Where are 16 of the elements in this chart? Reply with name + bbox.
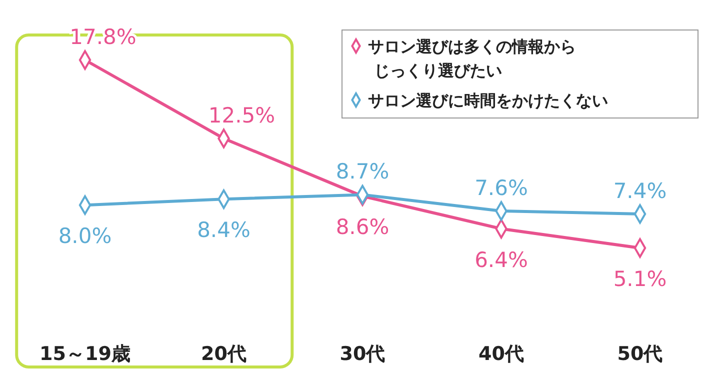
x-tick-label: 20代	[201, 343, 246, 365]
data-label: 6.4%	[474, 248, 528, 272]
x-tick-label: 30代	[340, 343, 386, 365]
x-tick-label: 40代	[478, 343, 524, 365]
legend-label: サロン選びは多くの情報からじっくり選びたい	[368, 37, 576, 80]
data-label: 8.4%	[197, 218, 250, 242]
data-label: 8.0%	[58, 224, 112, 248]
data-label: 8.6%	[336, 215, 390, 240]
data-label: 8.7%	[336, 160, 390, 184]
data-label: 5.1%	[613, 267, 667, 291]
data-label: 12.5%	[208, 103, 276, 128]
x-tick-label: 50代	[617, 343, 663, 365]
x-tick-label: 15～19歳	[40, 343, 130, 365]
legend-label: サロン選びに時間をかけたくない	[368, 91, 608, 110]
data-label: 7.4%	[613, 178, 667, 203]
data-label: 7.6%	[474, 176, 528, 200]
